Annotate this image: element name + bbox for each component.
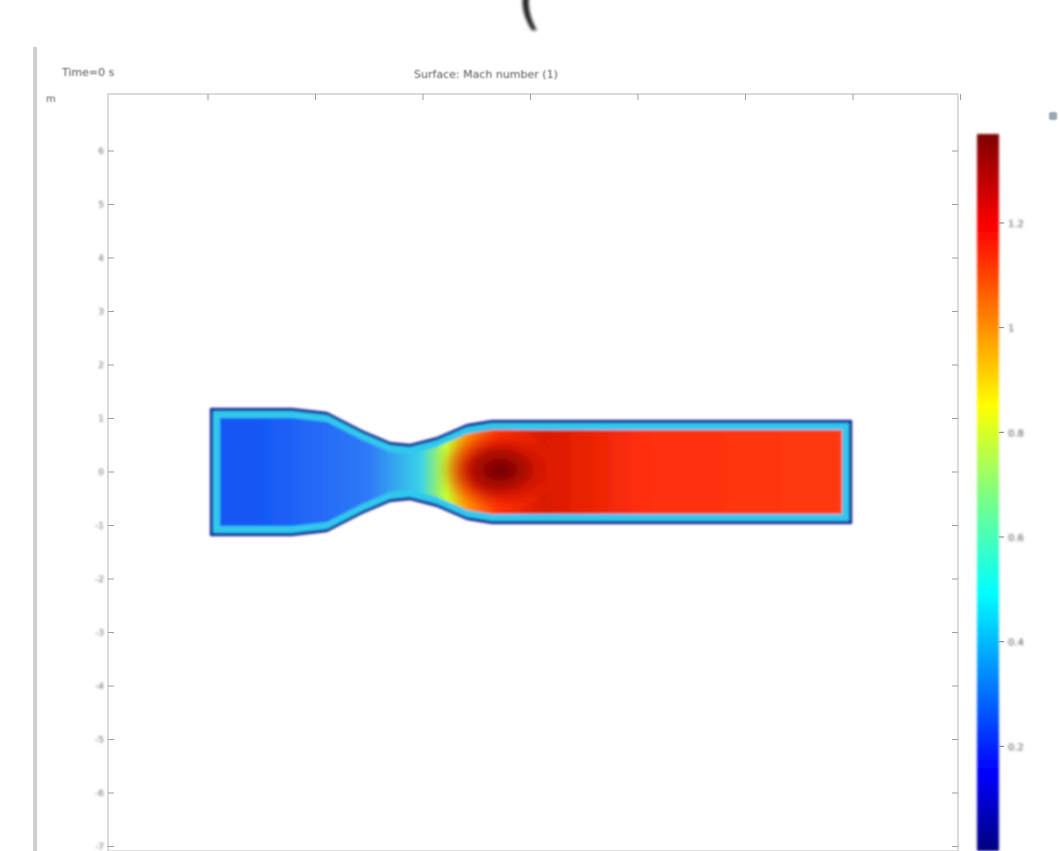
colorbar-tick-label: 0.6 bbox=[1008, 533, 1024, 544]
y-tick-label: 5 bbox=[98, 201, 104, 211]
y-tick-label: 6 bbox=[98, 147, 104, 157]
y-tick-label: -5 bbox=[95, 736, 104, 746]
colorbar-ticks: 0.2 0.4 0.6 0.8 1 1.2 bbox=[999, 219, 1024, 753]
time-label: Time=0 s bbox=[62, 66, 115, 79]
colorbar-tick-label: 1.2 bbox=[1008, 219, 1024, 230]
y-tick-label: -1 bbox=[95, 522, 104, 532]
toolbar-icon[interactable] bbox=[1049, 112, 1057, 120]
y-tick-label: 3 bbox=[98, 308, 104, 318]
colorbar-tick-label: 0.8 bbox=[1008, 428, 1024, 439]
y-tick-label: -3 bbox=[95, 629, 104, 639]
mach-surface bbox=[210, 408, 852, 536]
colorbar-tick-label: 1 bbox=[1008, 324, 1014, 335]
panel-divider bbox=[33, 47, 37, 851]
y-tick-label: 0 bbox=[98, 468, 104, 478]
y-tick-label: -2 bbox=[95, 575, 104, 585]
y-axis-ticks: 6 5 4 3 2 1 0 -1 -2 -3 -4 -5 -6 -7 bbox=[95, 147, 958, 851]
y-tick-label: 4 bbox=[98, 254, 104, 264]
x-axis-ticks bbox=[207, 94, 961, 100]
y-tick-label: 2 bbox=[98, 361, 104, 371]
mach-peak bbox=[438, 428, 562, 512]
y-tick-label: -4 bbox=[95, 682, 104, 692]
y-axis-unit: m bbox=[46, 94, 56, 105]
colorbar bbox=[977, 134, 999, 851]
y-tick-label: -6 bbox=[95, 789, 104, 799]
chart-canvas: 6 5 4 3 2 1 0 -1 -2 -3 -4 -5 -6 -7 0.2 0.4 0.6 0.8 1 1.2 bbox=[95, 93, 1024, 851]
colorbar-tick-label: 0.4 bbox=[1008, 638, 1024, 649]
colorbar-tick-label: 0.2 bbox=[1008, 742, 1024, 753]
y-tick-label: 1 bbox=[98, 415, 104, 425]
page-heading-fragment: ( bbox=[517, 0, 542, 38]
plot-window: Time=0 s Surface: Mach number (1) m bbox=[42, 52, 1059, 851]
y-tick-label: -7 bbox=[95, 843, 104, 851]
plot-title: Surface: Mach number (1) bbox=[414, 68, 558, 81]
